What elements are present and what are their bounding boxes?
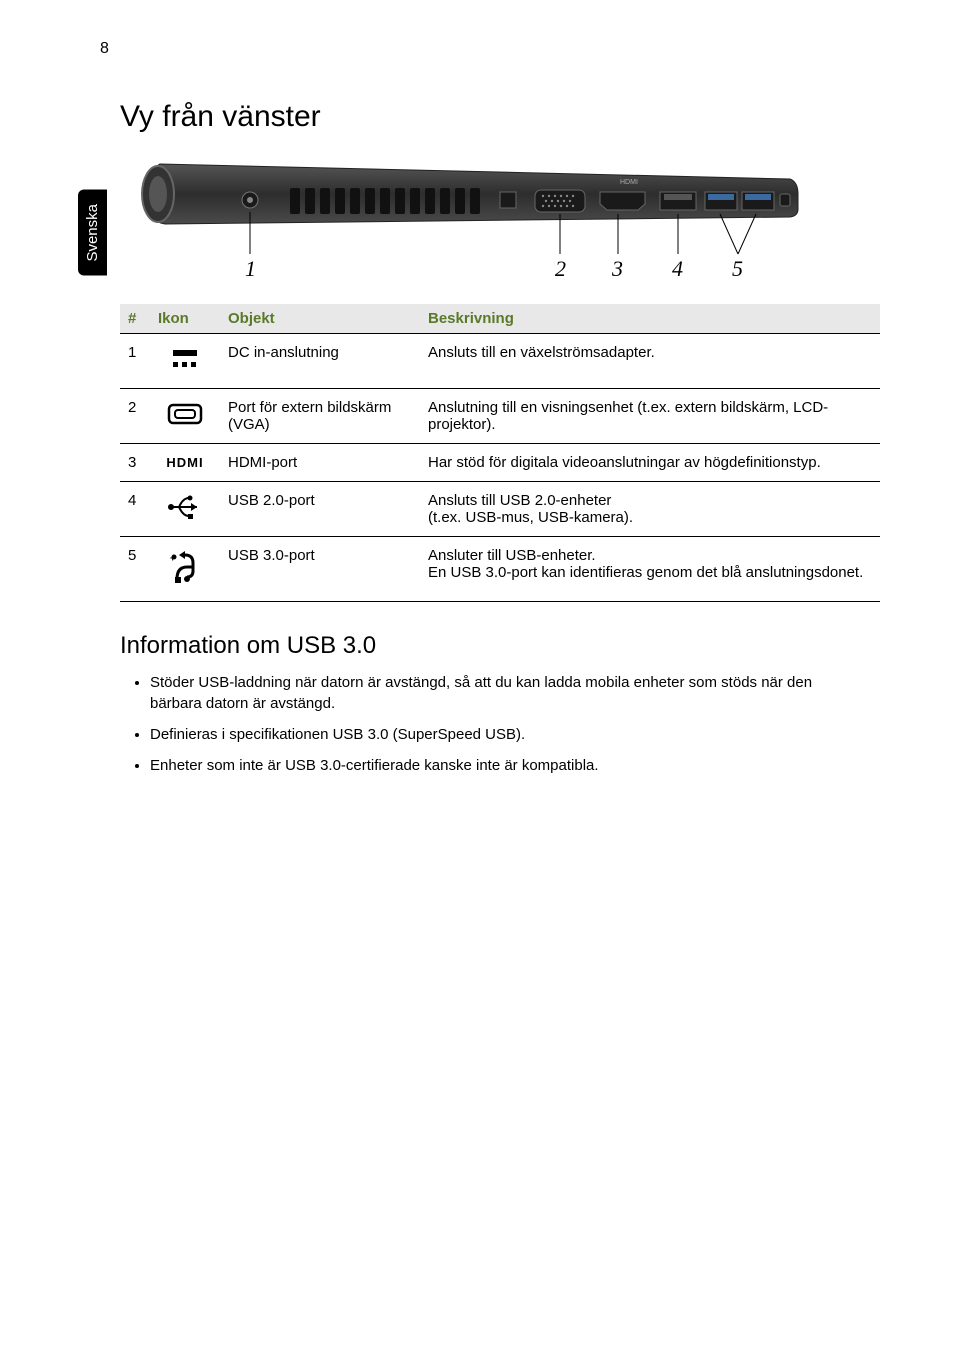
- cell-icon: +: [150, 537, 220, 602]
- callout-5: 5: [732, 256, 743, 282]
- callout-2: 2: [555, 256, 566, 282]
- section-title: Vy från vänster: [120, 100, 874, 134]
- cell-desc: Ansluts till en växelströmsadapter.: [420, 334, 880, 389]
- page-container: 8 Svenska Vy från vänster: [0, 0, 954, 826]
- cell-object: HDMI-port: [220, 444, 420, 482]
- cell-desc: Ansluts till USB 2.0-enheter (t.ex. USB-…: [420, 482, 880, 537]
- list-item: Stöder USB-laddning när datorn är avstän…: [150, 672, 814, 714]
- th-desc: Beskrivning: [420, 304, 880, 334]
- dc-in-icon: [165, 344, 205, 374]
- callout-3: 3: [612, 256, 623, 282]
- cell-object: USB 2.0-port: [220, 482, 420, 537]
- cell-num: 3: [120, 444, 150, 482]
- cell-object: Port för extern bildskärm (VGA): [220, 389, 420, 444]
- usb3-icon: +: [165, 547, 205, 587]
- cell-icon: [150, 389, 220, 444]
- list-item: Enheter som inte är USB 3.0-certifierade…: [150, 755, 814, 776]
- table-row: 5 + USB 3.0-port Ansluter till USB-enhet…: [120, 537, 880, 602]
- svg-text:HDMI: HDMI: [620, 179, 638, 186]
- usb2-icon: [165, 492, 205, 522]
- th-num: #: [120, 304, 150, 334]
- table-row: 4 USB 2.0-port Ansluts till USB 2.0-enhe…: [120, 482, 880, 537]
- list-item: Definieras i specifikationen USB 3.0 (Su…: [150, 724, 814, 745]
- callout-1: 1: [245, 256, 256, 282]
- table-row: 3 HDMI HDMI-port Har stöd för digitala v…: [120, 444, 880, 482]
- cell-num: 1: [120, 334, 150, 389]
- svg-text:+: +: [170, 553, 175, 563]
- hdmi-icon: HDMI: [166, 455, 203, 470]
- sub-section-title: Information om USB 3.0: [120, 632, 874, 660]
- cell-num: 4: [120, 482, 150, 537]
- table-row: 2 Port för extern bildskärm (VGA) Anslut…: [120, 389, 880, 444]
- cell-icon: [150, 334, 220, 389]
- page-number: 8: [100, 40, 109, 58]
- table-row: 1 DC in-anslutning Ansluts till en växel…: [120, 334, 880, 389]
- th-object: Objekt: [220, 304, 420, 334]
- cell-object: DC in-anslutning: [220, 334, 420, 389]
- cell-num: 5: [120, 537, 150, 602]
- cell-desc: Anslutning till en visningsenhet (t.ex. …: [420, 389, 880, 444]
- bullet-list: Stöder USB-laddning när datorn är avstän…: [150, 672, 814, 776]
- cell-icon: [150, 482, 220, 537]
- table-header-row: # Ikon Objekt Beskrivning: [120, 304, 880, 334]
- cell-desc: Har stöd för digitala videoanslutningar …: [420, 444, 880, 482]
- language-tab: Svenska: [78, 190, 107, 276]
- th-icon: Ikon: [150, 304, 220, 334]
- cell-icon: HDMI: [150, 444, 220, 482]
- cell-num: 2: [120, 389, 150, 444]
- callout-4: 4: [672, 256, 683, 282]
- spec-table: # Ikon Objekt Beskrivning 1 DC in-anslut…: [120, 304, 880, 602]
- vga-icon: [165, 399, 205, 429]
- cell-desc: Ansluter till USB-enheter. En USB 3.0-po…: [420, 537, 880, 602]
- laptop-svg: HDMI: [140, 154, 800, 284]
- cell-object: USB 3.0-port: [220, 537, 420, 602]
- laptop-side-diagram: HDMI 1 2 3 4 5: [140, 154, 800, 284]
